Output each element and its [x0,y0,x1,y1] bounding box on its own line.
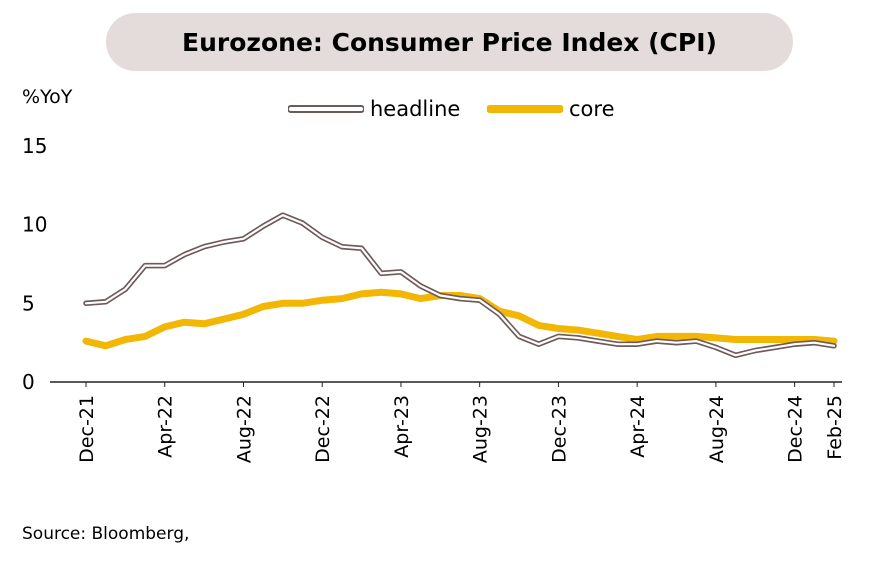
x-tick-label: Apr-23 [391,395,413,458]
series-core-line [82,288,838,350]
x-tick-label: Apr-24 [627,395,649,458]
x-tick-label: Aug-22 [233,395,255,463]
x-tick-label: Dec-22 [312,395,334,463]
legend-headline-swatch [288,105,364,113]
y-unit-label: %YoY [22,86,73,108]
x-tick-label: Dec-21 [76,395,98,463]
x-tick-label: Dec-24 [785,395,807,463]
x-tick-label: Apr-22 [155,395,177,458]
y-tick-label: 10 [22,213,47,237]
series-headline-line-inner [84,214,836,357]
x-tick-label: Dec-23 [548,395,570,463]
series-headline-line [83,212,837,359]
title-banner: Eurozone: Consumer Price Index (CPI) [106,13,793,71]
y-tick-label: 0 [22,370,35,394]
legend-core-label: core [569,97,615,121]
legend-headline: headline [288,94,460,124]
chart-title: Eurozone: Consumer Price Index (CPI) [182,27,717,57]
legend-core: core [487,94,615,124]
y-tick-label: 15 [22,134,47,158]
y-tick-label: 5 [22,291,35,315]
legend-core-swatch [487,105,563,113]
source-note: Source: Bloomberg, [22,524,190,544]
x-tick-label: Feb-25 [824,395,846,460]
x-tick-label: Aug-24 [706,395,728,463]
legend-headline-label: headline [370,97,461,121]
x-tick-label: Aug-23 [470,395,492,463]
